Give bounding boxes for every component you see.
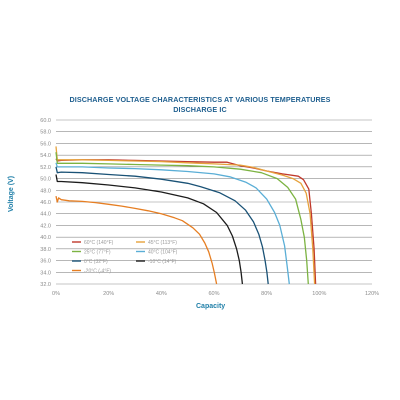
y-tick-label: 40.0 [40, 235, 51, 241]
legend-label: -10°C (14°F) [148, 259, 177, 265]
x-tick-label: 120% [365, 291, 379, 297]
x-tick-label: 80% [261, 291, 272, 297]
y-tick-label: 56.0 [40, 141, 51, 147]
chart-subtitle: DISCHARGE IC [173, 105, 227, 114]
x-tick-label: 40% [156, 291, 167, 297]
y-tick-label: 50.0 [40, 177, 51, 183]
series-line [55, 174, 244, 285]
series-line [55, 152, 309, 285]
y-tick-label: 58.0 [40, 130, 51, 136]
x-axis-ticks: 0% 20% 40% 60% 80% 100% 120% [52, 291, 379, 297]
y-tick-label: 44.0 [40, 212, 51, 218]
series-line [55, 162, 290, 285]
legend-label: 45°C (113°F) [148, 240, 177, 246]
series-line [55, 158, 317, 285]
y-tick-label: 34.0 [40, 270, 51, 276]
legend-label: 25°C (77°F) [84, 249, 111, 255]
x-tick-label: 60% [208, 291, 219, 297]
y-tick-label: 38.0 [40, 247, 51, 253]
x-tick-label: 0% [52, 291, 60, 297]
y-tick-label: 48.0 [40, 188, 51, 194]
y-tick-label: 52.0 [40, 165, 51, 171]
series-line [55, 146, 316, 285]
series-line [55, 195, 218, 285]
y-tick-label: 54.0 [40, 153, 51, 159]
y-tick-label: 36.0 [40, 259, 51, 265]
legend-label: 40°C (104°F) [148, 249, 178, 255]
y-tick-label: 46.0 [40, 200, 51, 206]
gridlines [56, 119, 372, 285]
y-tick-label: 42.0 [40, 223, 51, 229]
y-tick-label: 32.0 [40, 282, 51, 288]
y-tick-label: 60.0 [40, 118, 51, 124]
series-line [55, 166, 269, 285]
series-lines [55, 146, 317, 285]
chart-title: DISCHARGE VOLTAGE CHARACTERISTICS AT VAR… [69, 95, 331, 104]
legend-label: -20°C (-4°F) [84, 268, 111, 274]
legend: 60°C (140°F) 45°C (113°F) 25°C (77°F) 40°C … [72, 240, 178, 274]
legend-label: 0°C (32°F) [84, 259, 108, 265]
y-axis-ticks: 32.0 34.0 36.0 38.0 40.0 42.0 44.0 46.0 48.0 50.0… [40, 118, 51, 288]
x-tick-label: 100% [312, 291, 326, 297]
x-tick-label: 20% [103, 291, 114, 297]
x-axis-title: Capacity [196, 303, 226, 310]
legend-label: 60°C (140°F) [84, 240, 114, 246]
